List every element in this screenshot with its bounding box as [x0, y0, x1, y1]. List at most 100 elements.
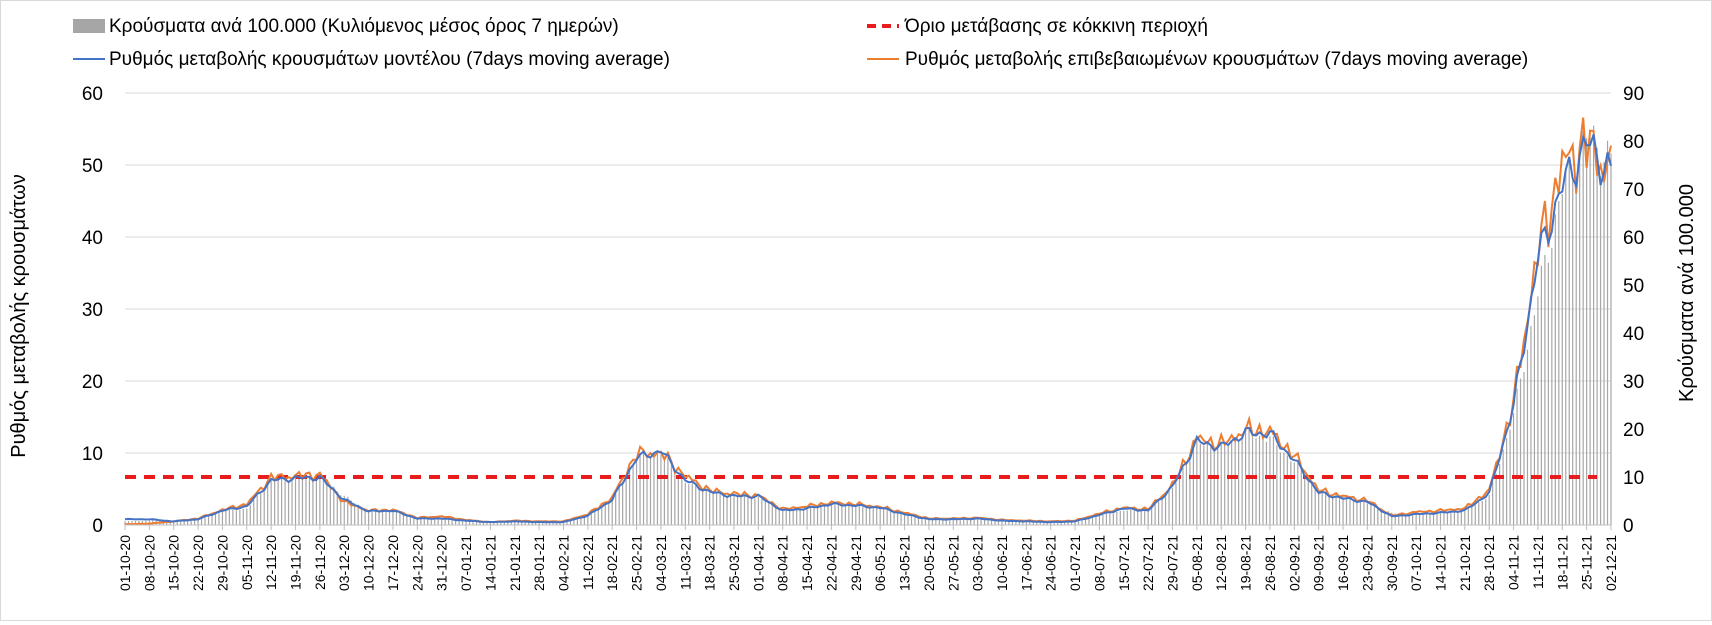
x-tick-label: 11-11-21 — [1530, 535, 1546, 589]
bar-cases — [1039, 521, 1041, 525]
bar-cases — [973, 518, 975, 525]
bar-cases — [1432, 514, 1435, 525]
x-tick-label: 15-04-21 — [799, 535, 815, 591]
bar-cases — [796, 508, 798, 525]
x-tick-label: 08-10-20 — [141, 535, 157, 591]
y-axis-left-title: Ρυθμός μεταβολής κρουσμάτων — [8, 174, 30, 458]
bar-cases — [1338, 495, 1341, 525]
bar-cases — [604, 505, 606, 525]
x-tick-label: 14-10-21 — [1433, 535, 1449, 591]
x-tick-label: 12-11-20 — [263, 535, 279, 590]
bar-cases — [1272, 436, 1275, 525]
bar-cases — [458, 518, 460, 525]
x-tick-label: 02-09-21 — [1286, 535, 1302, 591]
bar-cases — [1116, 511, 1118, 525]
bar-cases — [1610, 153, 1612, 525]
bar-cases — [1516, 388, 1518, 525]
y-right-tick-label: 50 — [1623, 276, 1644, 297]
bar-cases — [597, 509, 599, 525]
x-tick-label: 03-06-21 — [970, 535, 986, 591]
bar-cases — [361, 507, 363, 525]
bar-cases — [670, 465, 672, 525]
bar-cases — [1450, 511, 1452, 525]
bar-cases — [729, 495, 732, 525]
bar-cases — [750, 499, 753, 525]
bar-cases — [180, 519, 182, 525]
bar-cases — [1182, 467, 1184, 525]
bar-cases — [1307, 480, 1309, 525]
bar-cases — [994, 520, 996, 525]
bar-cases — [837, 504, 840, 525]
legend: Κρούσματα ανά 100.000 (Κυλιόμενος μέσος … — [73, 16, 1528, 70]
bar-cases — [1196, 438, 1198, 525]
bar-cases — [883, 507, 885, 525]
bar-cases — [298, 477, 300, 525]
bar-cases — [956, 519, 958, 525]
bar-cases — [1091, 516, 1094, 525]
x-tick-label: 19-08-21 — [1238, 535, 1254, 591]
bar-cases — [674, 473, 676, 525]
bar-cases — [1224, 443, 1226, 525]
bar-cases — [1481, 500, 1483, 525]
y-left-tick-label: 0 — [92, 516, 103, 537]
x-tick-label: 30-09-21 — [1384, 535, 1400, 591]
axes: 0 10 20 30 40 50 60 0 10 20 30 40 50 60 70 80 90 01-10-20… — [82, 84, 1644, 591]
x-tick-label: 08-07-21 — [1091, 535, 1107, 591]
bar-cases — [862, 505, 864, 525]
bar-cases — [249, 505, 251, 525]
bar-cases — [183, 519, 185, 525]
bar-cases — [1533, 315, 1536, 525]
bar-cases — [841, 506, 843, 525]
bar-cases — [340, 495, 342, 525]
legend-swatch-cases — [73, 19, 105, 33]
bar-cases — [354, 503, 356, 525]
x-tick-label: 27-05-21 — [945, 535, 961, 591]
bar-cases — [1297, 462, 1299, 525]
bar-cases — [1210, 446, 1212, 525]
y-right-tick-label: 20 — [1623, 420, 1644, 441]
x-tick-label: 28-10-21 — [1481, 535, 1497, 591]
bar-cases — [124, 521, 126, 525]
bar-cases — [1474, 504, 1476, 525]
legend-label-confirmed: Ρυθμός μεταβολής επιβεβαιωμένων κρουσμάτ… — [905, 49, 1528, 70]
x-tick-label: 29-04-21 — [848, 535, 864, 591]
bar-cases — [639, 454, 641, 525]
bar-cases — [601, 507, 603, 525]
bar-cases — [214, 513, 217, 525]
bar-cases — [173, 520, 175, 525]
bar-cases — [1401, 513, 1403, 525]
bar-cases — [347, 496, 349, 525]
x-tick-label: 07-01-21 — [458, 535, 474, 591]
bar-cases — [775, 507, 777, 525]
x-tick-label: 04-03-21 — [653, 535, 669, 591]
bar-cases — [1398, 513, 1400, 525]
bar-cases — [1074, 520, 1076, 525]
bar-cases — [757, 496, 759, 525]
bar-cases — [284, 479, 286, 525]
series-line-model — [124, 133, 1612, 524]
bar-cases — [705, 489, 707, 525]
bar-cases — [663, 456, 666, 525]
bar-cases — [1366, 503, 1368, 525]
bar-cases — [1495, 473, 1497, 525]
bar-cases — [1387, 511, 1389, 525]
bar-cases — [1220, 443, 1222, 525]
bar-cases — [1422, 514, 1424, 525]
bar-cases — [1213, 451, 1215, 525]
bar-cases — [1095, 516, 1097, 525]
bar-cases — [900, 512, 902, 525]
bar-cases — [1157, 500, 1160, 525]
x-tick-label: 26-08-21 — [1262, 535, 1278, 591]
bar-cases — [782, 509, 784, 525]
bar-cases — [622, 483, 624, 525]
bar-cases — [392, 511, 394, 525]
bar-cases — [1606, 140, 1609, 525]
bar-cases — [1178, 475, 1181, 525]
bar-cases — [1589, 137, 1591, 526]
bar-cases — [1544, 254, 1546, 525]
bar-cases — [1293, 462, 1295, 525]
bar-cases — [1255, 438, 1257, 525]
bar-cases — [813, 506, 815, 525]
bar-cases — [1265, 441, 1268, 525]
bar-cases — [594, 511, 596, 525]
